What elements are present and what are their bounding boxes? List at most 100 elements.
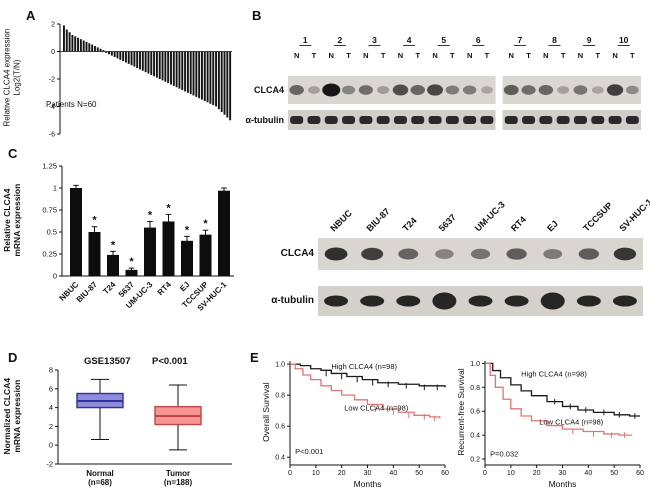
svg-text:60: 60 [636, 470, 644, 477]
svg-text:*: * [148, 209, 153, 221]
svg-text:Tumor: Tumor [166, 469, 190, 478]
blot-row-label-tubulin: α-tubulin [245, 115, 284, 125]
svg-text:(n=188): (n=188) [164, 478, 193, 487]
panel-a-y-axis-line2: Log2(T/N) [12, 59, 21, 96]
svg-text:10: 10 [619, 35, 629, 45]
svg-text:3: 3 [372, 35, 377, 45]
panel-e-label: E [250, 350, 259, 365]
svg-text:Normal: Normal [86, 469, 114, 478]
box-plot-chart: 8 6 4 2 0 -2 Normal(n=68) Tumor(n=188) [46, 366, 232, 487]
svg-text:N: N [543, 51, 548, 60]
svg-text:0.75: 0.75 [42, 206, 57, 215]
svg-text:N: N [294, 51, 299, 60]
svg-text:Months: Months [549, 479, 577, 489]
panel-c-y-axis-line2: mRNA expression [12, 183, 22, 257]
svg-text:N: N [329, 51, 334, 60]
svg-text:30: 30 [559, 470, 567, 477]
cellline-blot-row-label-clca4: CLCA4 [280, 248, 314, 259]
svg-text:T: T [381, 51, 386, 60]
svg-text:1.25: 1.25 [42, 162, 57, 171]
svg-text:0: 0 [49, 441, 53, 450]
svg-text:2: 2 [49, 422, 53, 431]
boxplot-pvalue: P<0.001 [152, 356, 188, 367]
svg-text:TCCSUP: TCCSUP [581, 200, 614, 233]
svg-text:EJ: EJ [545, 219, 560, 234]
svg-text:0.4: 0.4 [275, 455, 285, 462]
km-recurrence-free-chart: 1.0 0.8 0.6 0.4 0.20 10 20 30 40 50 60 High CLCA4 (… [470, 361, 644, 489]
svg-text:1: 1 [303, 35, 308, 45]
svg-text:T: T [346, 51, 351, 60]
svg-text:N: N [467, 51, 472, 60]
panel-c-label: C [8, 146, 18, 161]
svg-text:60: 60 [441, 470, 449, 477]
svg-text:*: * [203, 218, 208, 230]
panel-a-y-axis-line1: Relative CLCA4 expression [2, 28, 12, 127]
svg-text:N: N [398, 51, 403, 60]
svg-text:(n=68): (n=68) [88, 478, 112, 487]
panel-d-y-axis-label: Normalized CLCA4 mRNA expression [2, 361, 22, 471]
svg-text:4: 4 [49, 403, 53, 412]
svg-text:T: T [630, 51, 635, 60]
svg-text:20: 20 [338, 470, 346, 477]
svg-text:10: 10 [312, 470, 320, 477]
svg-text:8: 8 [49, 366, 53, 375]
svg-text:NBUC: NBUC [328, 208, 354, 234]
svg-text:4: 4 [407, 35, 412, 45]
svg-text:RT4: RT4 [156, 280, 173, 297]
svg-text:BIU-87: BIU-87 [365, 206, 392, 233]
svg-text:T: T [561, 51, 566, 60]
svg-text:0.25: 0.25 [42, 250, 57, 259]
svg-text:-4: -4 [49, 104, 55, 111]
svg-text:30: 30 [364, 470, 372, 477]
svg-text:0: 0 [288, 470, 292, 477]
svg-text:T: T [450, 51, 455, 60]
svg-text:0: 0 [51, 49, 55, 56]
svg-text:P=0.032: P=0.032 [490, 450, 518, 459]
svg-text:*: * [111, 239, 116, 251]
svg-text:-2: -2 [49, 77, 55, 84]
svg-text:T: T [312, 51, 317, 60]
qpcr-bar-chart: 00.250.50.7511.25NBUC*BIU-87*T24*5637*UM… [42, 162, 234, 313]
svg-text:6: 6 [49, 384, 53, 393]
panel-c-y-axis-line1: Relative CLCA4 [1, 188, 12, 252]
svg-text:1.0: 1.0 [470, 361, 480, 368]
svg-text:UM-UC-3: UM-UC-3 [473, 199, 507, 233]
svg-text:0: 0 [53, 272, 57, 281]
svg-text:EJ: EJ [178, 280, 191, 293]
blot-row-label-clca4: CLCA4 [253, 85, 284, 95]
svg-text:Low CLCA4 (n=98): Low CLCA4 (n=98) [344, 404, 408, 413]
svg-text:50: 50 [610, 470, 618, 477]
svg-text:5: 5 [441, 35, 446, 45]
dataset-title: GSE13507 [84, 356, 131, 367]
svg-text:Low CLCA4 (n=98): Low CLCA4 (n=98) [539, 417, 603, 426]
svg-text:0.6: 0.6 [470, 409, 480, 416]
svg-text:-6: -6 [49, 132, 55, 139]
svg-text:0.4: 0.4 [470, 433, 480, 440]
svg-text:High CLCA4 (n=98): High CLCA4 (n=98) [521, 370, 587, 379]
svg-text:2: 2 [338, 35, 343, 45]
svg-text:N: N [612, 51, 617, 60]
svg-text:-2: -2 [46, 460, 53, 469]
svg-text:7: 7 [518, 35, 523, 45]
svg-text:*: * [185, 224, 190, 236]
panel-d-y-axis-line2: mRNA expression [12, 379, 22, 453]
cellline-blot-row-label-tubulin: α-tubulin [271, 295, 314, 306]
svg-text:8: 8 [552, 35, 557, 45]
svg-text:50: 50 [415, 470, 423, 477]
panel-a-label: A [26, 8, 36, 23]
km-overall-survival-chart: 1.0 0.8 0.6 0.4 0 10 20 30 40 50 60 High CLCA4 (n=9… [275, 361, 449, 489]
svg-text:RT4: RT4 [509, 214, 528, 233]
waterfall-chart: 2 0 -2 -4 -6 [49, 22, 232, 139]
svg-text:0.2: 0.2 [470, 457, 480, 464]
panel-d-label: D [8, 350, 18, 365]
svg-text:40: 40 [584, 470, 592, 477]
patients-annotation: Patients N=60 [46, 100, 97, 109]
panel-c-y-axis-label: Relative CLCA4 mRNA expression [2, 160, 22, 280]
cellline-blot-image: NBUC BIU-87 T24 5637 UM-UC-3 RT4 EJ TCCSUP SV-HU… [318, 197, 650, 316]
svg-text:T: T [595, 51, 600, 60]
svg-text:20: 20 [533, 470, 541, 477]
svg-text:6: 6 [476, 35, 481, 45]
svg-text:1: 1 [53, 184, 57, 193]
svg-text:0.8: 0.8 [470, 385, 480, 392]
